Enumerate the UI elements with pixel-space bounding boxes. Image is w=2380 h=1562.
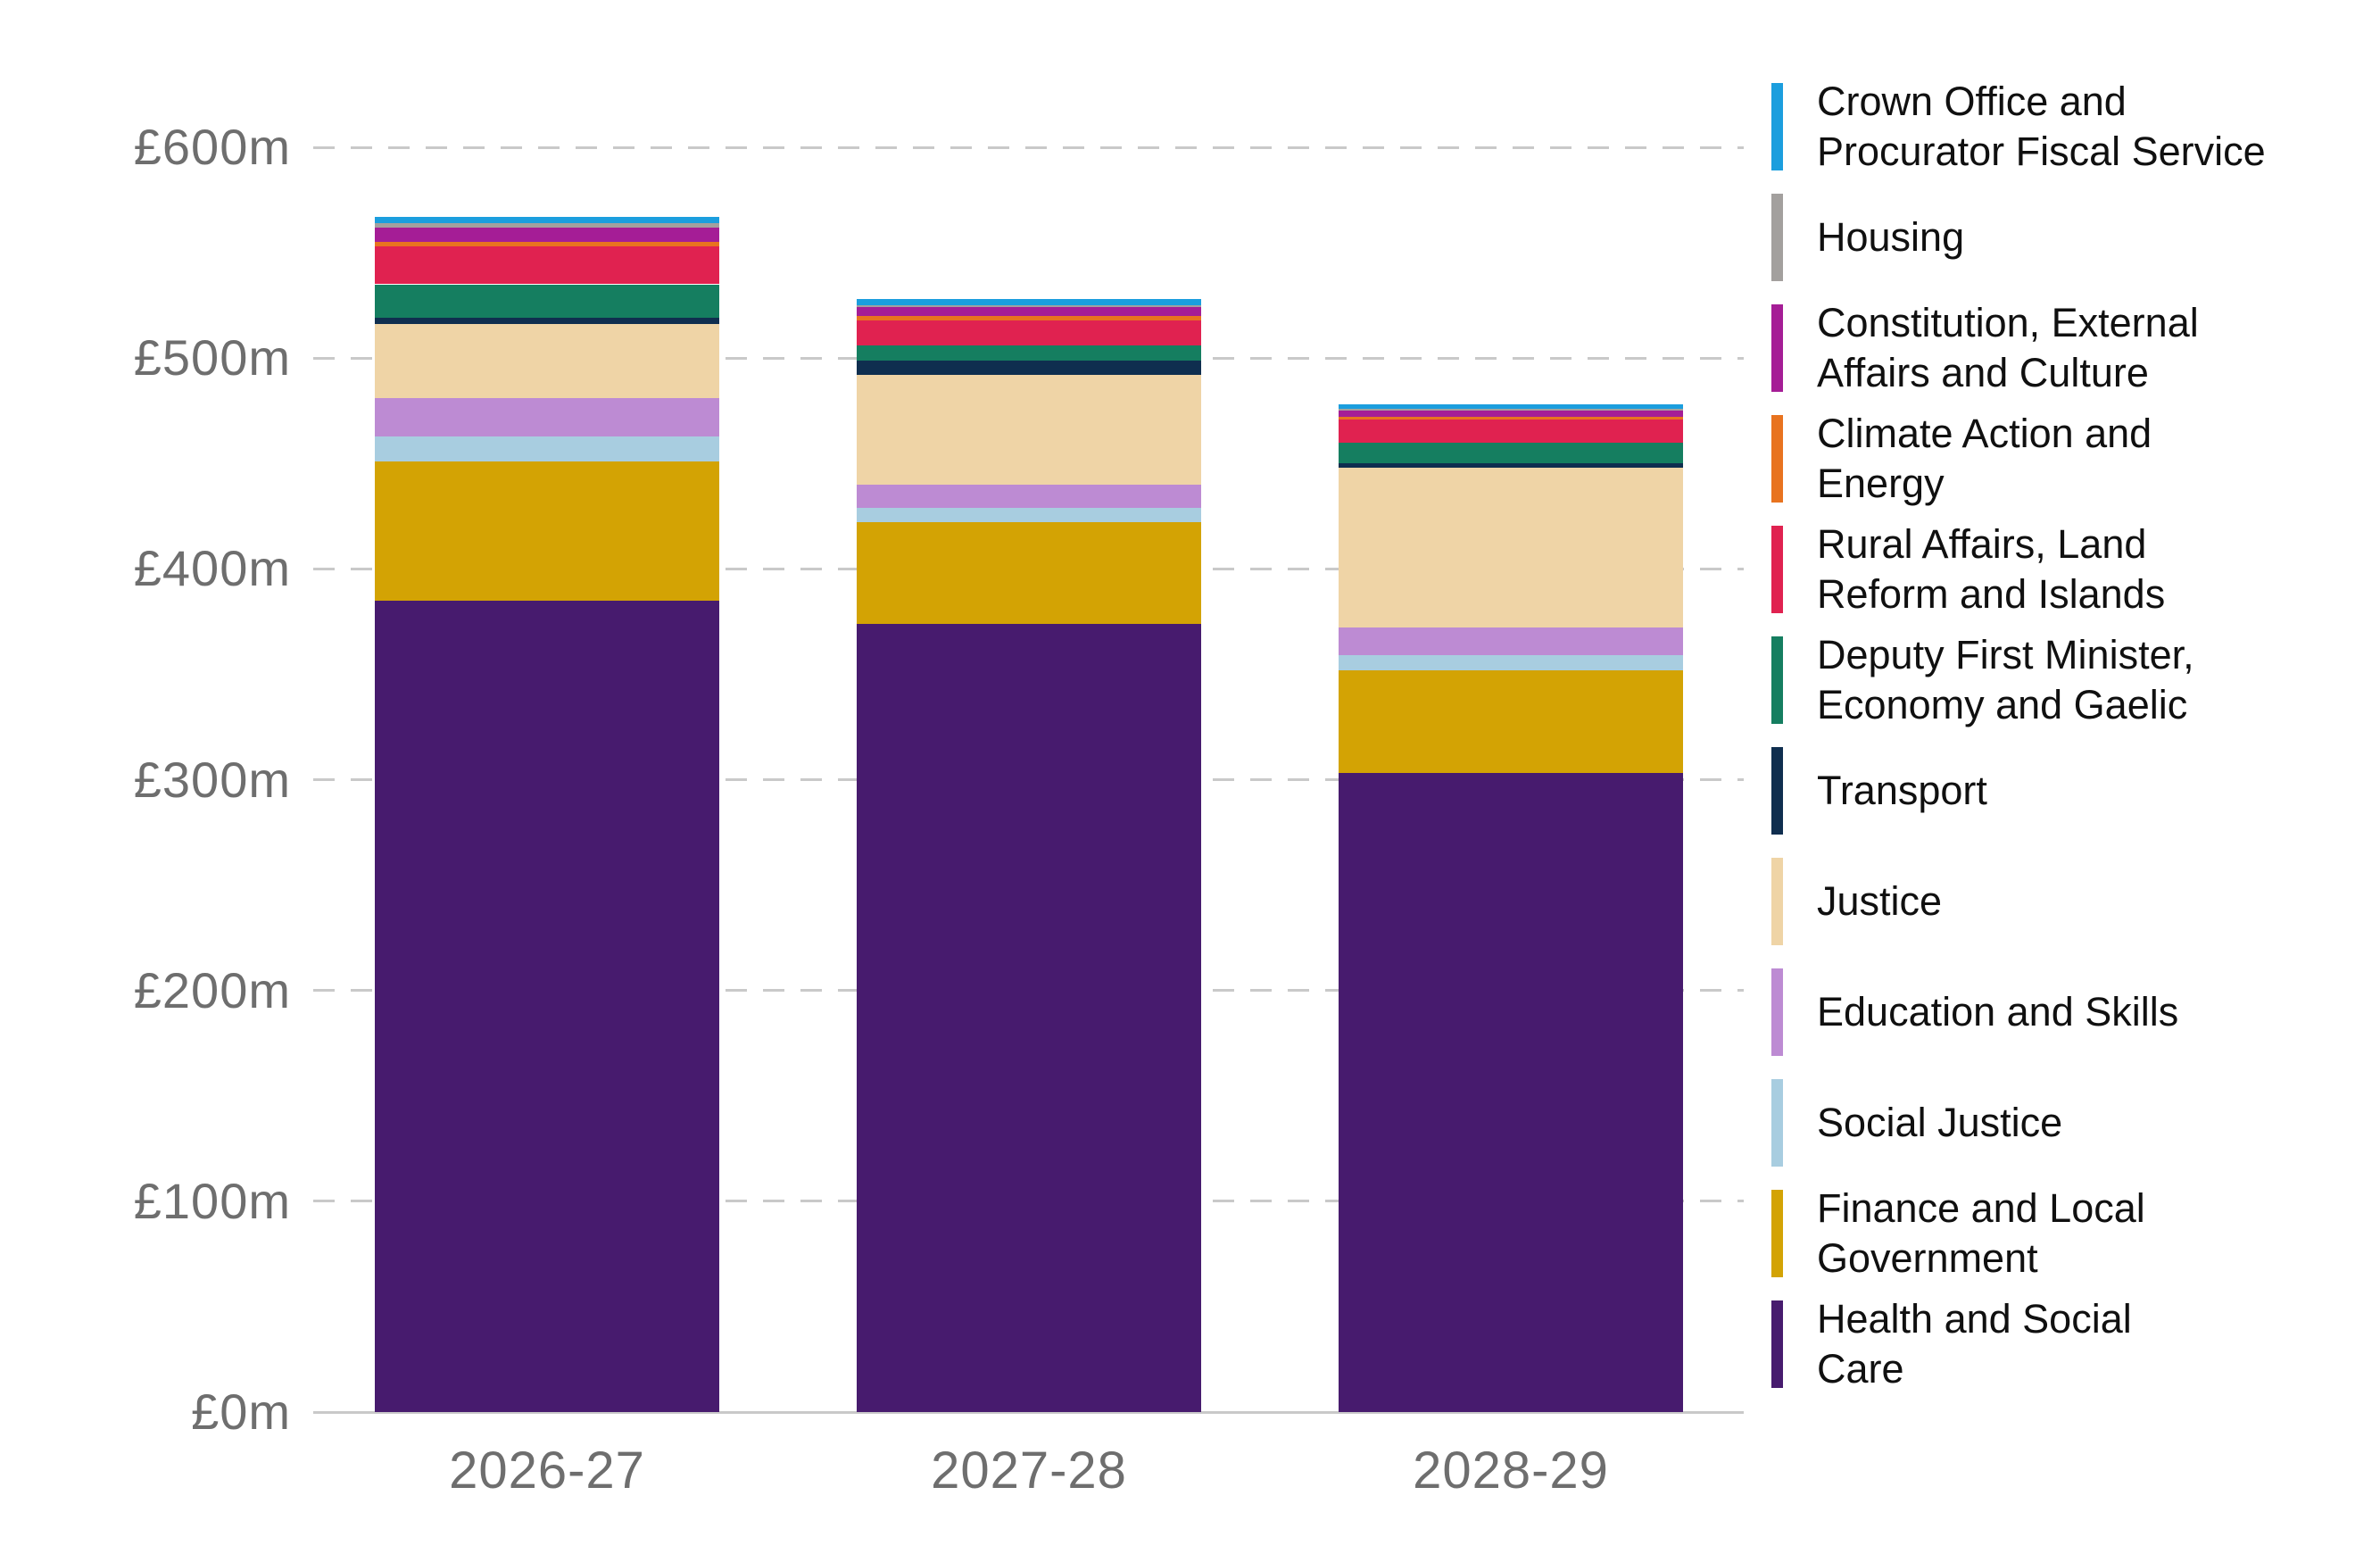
legend-label: Health and Social Care [1817,1296,2132,1392]
legend-swatch [1771,1300,1783,1388]
bar-segment [857,360,1201,376]
legend-swatch [1771,83,1783,170]
legend-item: Crown Office and Procurator Fiscal Servi… [1771,71,2371,182]
bar-segment [1339,417,1683,420]
bar-segment [857,345,1201,361]
x-axis-baseline [313,1410,1744,1414]
y-tick-label: £100m [133,1172,291,1229]
legend-label: Transport [1817,768,1987,813]
bar-segment [857,315,1201,320]
bar-segment [375,398,719,436]
legend-swatch [1771,1079,1783,1167]
bar-segment [1339,411,1683,418]
bar-segment [857,484,1201,508]
bar-segment [857,307,1201,316]
legend-label: Crown Office and Procurator Fiscal Servi… [1817,79,2266,174]
legend-item: Finance and Local Government [1771,1178,2371,1289]
bar-segment [1339,408,1683,411]
bar-segment [857,320,1201,345]
legend-item: Justice [1771,846,2371,957]
legend-item: Climate Action and Energy [1771,403,2371,514]
bar-segment [857,623,1201,1412]
bar-segment [1339,655,1683,670]
legend-swatch [1771,636,1783,724]
bar-segment [375,227,719,243]
x-tick-label: 2026-27 [449,1442,645,1500]
legend-swatch [1771,747,1783,835]
x-tick-label: 2028-29 [1413,1442,1609,1500]
legend-label: Deputy First Minister, Economy and Gaeli… [1817,632,2194,727]
legend-swatch [1771,858,1783,945]
y-tick-label: £0m [191,1383,291,1440]
legend-label: Social Justice [1817,1100,2063,1145]
bar-segment [1339,467,1683,628]
legend-label: Constitution, External Affairs and Cultu… [1817,300,2199,395]
legend-label: Housing [1817,214,1965,260]
bar-segment [375,242,719,246]
legend: Crown Office and Procurator Fiscal Servi… [1771,71,2371,1400]
legend-item: Social Justice [1771,1068,2371,1178]
legend-swatch [1771,304,1783,392]
legend-swatch [1771,194,1783,281]
bar-segment [857,305,1201,308]
bar-segment [857,507,1201,523]
bar-segment [375,216,719,223]
bar-segment [1339,419,1683,443]
legend-item: Deputy First Minister, Economy and Gaeli… [1771,625,2371,735]
bar-segment [375,324,719,399]
bar-segment [1339,442,1683,464]
legend-label: Finance and Local Government [1817,1185,2145,1281]
legend-swatch [1771,415,1783,503]
bar-segment [1339,669,1683,774]
legend-label: Rural Affairs, Land Reform and Islands [1817,521,2166,617]
bar-segment [375,436,719,461]
bar-segment [375,318,719,325]
legend-item: Constitution, External Affairs and Cultu… [1771,293,2371,403]
bar-segment [1339,404,1683,409]
y-tick-label: £400m [133,540,291,597]
bar-segment [1339,773,1683,1412]
bar-segment [857,299,1201,306]
legend-item: Education and Skills [1771,957,2371,1068]
legend-item: Housing [1771,182,2371,293]
bar-segment [375,284,719,319]
y-tick-label: £500m [133,329,291,386]
legend-item: Health and Social Care [1771,1289,2371,1400]
y-tick-label: £300m [133,751,291,808]
x-tick-label: 2027-28 [931,1442,1127,1500]
bar-segment [857,522,1201,624]
legend-item: Rural Affairs, Land Reform and Islands [1771,514,2371,625]
bar-segment [375,461,719,601]
legend-swatch [1771,526,1783,613]
legend-label: Education and Skills [1817,989,2179,1034]
legend-swatch [1771,968,1783,1056]
gridline [313,145,1744,149]
y-tick-label: £600m [133,119,291,175]
bar-segment [375,245,719,285]
bar-segment [857,375,1201,485]
legend-label: Climate Action and Energy [1817,411,2152,506]
bar-segment [375,600,719,1412]
legend-item: Transport [1771,735,2371,846]
legend-swatch [1771,1190,1783,1277]
y-tick-label: £200m [133,961,291,1018]
bar-segment [1339,627,1683,656]
bar-segment [1339,463,1683,468]
bar-segment [375,223,719,228]
legend-label: Justice [1817,878,1943,924]
